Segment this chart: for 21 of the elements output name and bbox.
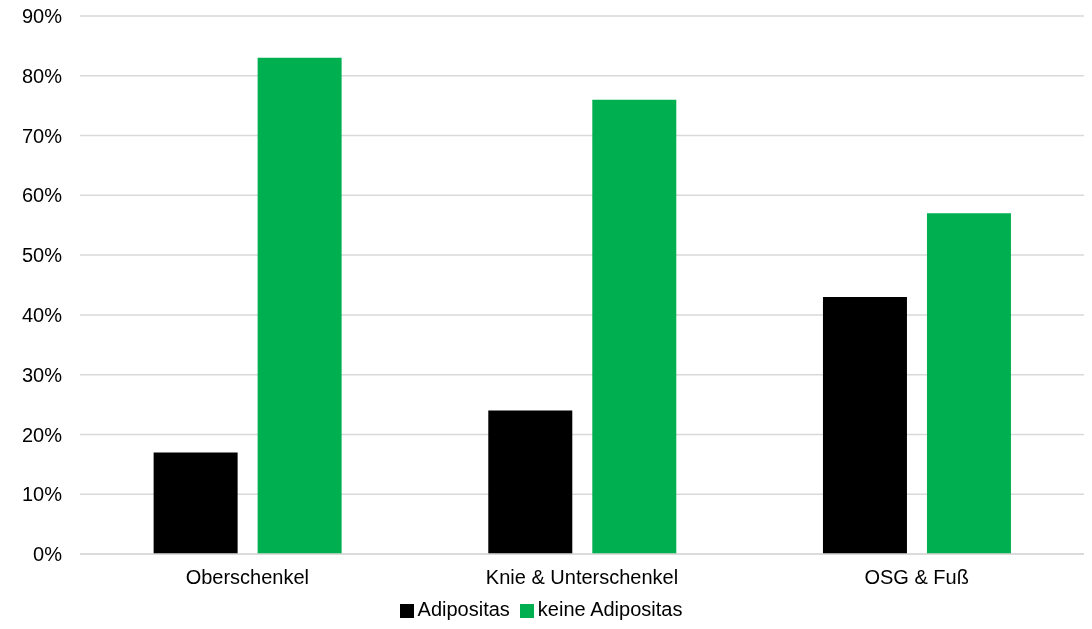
bar [153,452,238,554]
x-tick-label: OSG & Fuß [864,566,969,589]
x-tick-label: Knie & Unterschenkel [485,566,679,589]
bar [822,296,907,554]
bar [257,57,342,554]
y-tick-label: 90% [21,5,63,28]
y-tick-label: 30% [21,363,63,386]
bar [592,99,677,554]
y-tick-label: 0% [33,543,63,566]
x-tick-label: Oberschenkel [185,566,310,589]
bar [488,410,573,554]
y-tick-label: 20% [21,423,63,446]
legend-label: keine Adipositas [537,598,683,620]
bar [926,213,1011,554]
y-tick-label: 80% [21,64,63,87]
y-tick-label: 60% [21,184,63,207]
legend-label: Adipositas [417,598,510,620]
y-tick-label: 10% [21,483,63,506]
y-tick-label: 50% [21,244,63,267]
y-tick-label: 70% [21,124,63,147]
y-tick-label: 40% [21,303,63,326]
